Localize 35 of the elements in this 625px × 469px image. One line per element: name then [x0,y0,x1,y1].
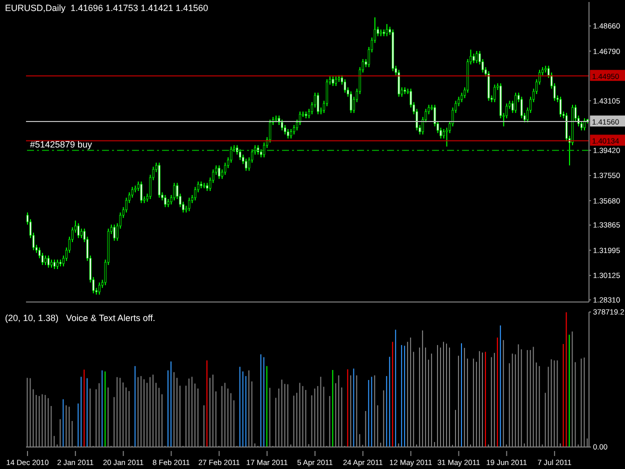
candlestick [98,282,100,296]
candlestick [520,96,523,119]
chart-title: (20, 10, 1.38) Voice & Text Alerts off. [5,313,156,323]
candlestick [113,224,116,242]
candlestick [494,84,496,103]
candlestick [559,96,562,118]
candlestick [140,181,142,204]
candlestick [173,182,176,201]
candlestick [316,92,320,115]
candlestick [290,128,292,139]
candlestick [44,255,47,266]
candlestick [245,158,248,172]
candlestick [47,255,50,268]
candlestick [286,128,290,139]
candlestick [280,119,284,131]
candlestick [344,78,346,94]
candlestick [386,24,388,37]
candlestick [188,197,190,212]
candlestick [376,26,379,37]
chart-title: EURUSD,Daily 1.41696 1.41753 1.41421 1.41560 [5,3,208,13]
candlestick [77,222,80,239]
candlestick [514,92,517,114]
candlestick [239,148,242,161]
candlestick [476,50,478,64]
candlestick [164,194,166,208]
candlestick [472,53,475,64]
candlestick [218,164,220,180]
candlestick [334,76,338,86]
candlestick [332,76,334,86]
candlestick [80,228,82,239]
candlestick [350,90,352,114]
ref-line-label: #51425879 buy [30,139,93,150]
candlestick [398,69,400,98]
candlestick [56,259,59,270]
candlestick [53,259,56,270]
